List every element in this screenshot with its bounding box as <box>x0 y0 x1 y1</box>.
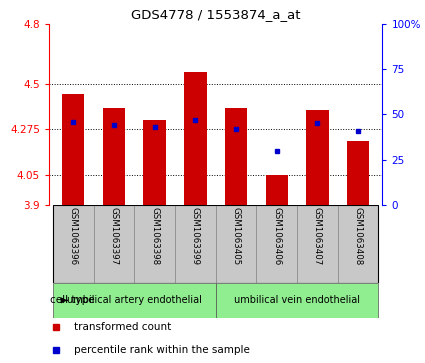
Bar <box>175 205 215 283</box>
Bar <box>53 205 94 283</box>
Bar <box>184 72 207 205</box>
Bar <box>215 205 256 283</box>
Text: GSM1063396: GSM1063396 <box>69 207 78 266</box>
Bar <box>256 205 297 283</box>
Text: GSM1063399: GSM1063399 <box>191 207 200 265</box>
Bar <box>53 283 215 318</box>
Bar <box>297 205 338 283</box>
Text: transformed count: transformed count <box>74 322 171 332</box>
Text: percentile rank within the sample: percentile rank within the sample <box>74 345 250 355</box>
Title: GDS4778 / 1553874_a_at: GDS4778 / 1553874_a_at <box>131 8 300 21</box>
Text: cell type: cell type <box>50 295 94 305</box>
Bar <box>103 108 125 205</box>
Text: GSM1063398: GSM1063398 <box>150 207 159 266</box>
Text: GSM1063406: GSM1063406 <box>272 207 281 266</box>
Text: umbilical vein endothelial: umbilical vein endothelial <box>234 295 360 305</box>
Bar <box>306 110 329 205</box>
Text: GSM1063408: GSM1063408 <box>354 207 363 266</box>
Bar <box>338 205 378 283</box>
Bar <box>266 175 288 205</box>
Bar <box>94 205 134 283</box>
Text: GSM1063405: GSM1063405 <box>232 207 241 266</box>
Bar <box>144 121 166 205</box>
Bar <box>62 94 85 205</box>
Bar <box>347 140 369 205</box>
Text: GSM1063407: GSM1063407 <box>313 207 322 266</box>
Bar <box>215 283 378 318</box>
Text: GSM1063397: GSM1063397 <box>110 207 119 266</box>
Bar <box>134 205 175 283</box>
Text: umbilical artery endothelial: umbilical artery endothelial <box>67 295 202 305</box>
Bar <box>225 108 247 205</box>
